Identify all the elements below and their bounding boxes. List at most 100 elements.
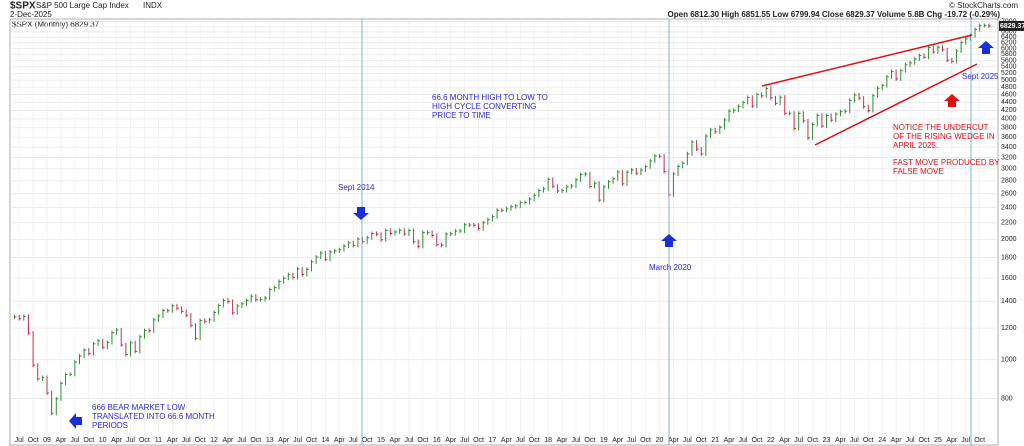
- x-tick-label: Jul: [293, 437, 302, 444]
- annotation: NOTICE THE UNDERCUT: [893, 123, 989, 132]
- y-tick-label: 1200: [1001, 325, 1017, 332]
- x-tick-label: 22: [767, 437, 775, 444]
- wedge-line: [814, 63, 978, 146]
- x-tick-label: Oct: [362, 437, 373, 444]
- annotation: FALSE MOVE: [893, 167, 944, 176]
- x-tick-label: Oct: [863, 437, 874, 444]
- x-tick-label: 19: [600, 437, 608, 444]
- wedge-line: [761, 34, 973, 87]
- x-tick-label: Apr: [946, 437, 958, 444]
- y-tick-label: 1600: [1001, 275, 1017, 282]
- y-tick-label: 3200: [1001, 154, 1017, 161]
- x-tick-label: Jul: [739, 437, 748, 444]
- x-tick-label: Apr: [891, 437, 903, 444]
- annotation: 66.6 MONTH HIGH TO LOW TO: [432, 93, 548, 102]
- last-price: 6829.37: [1000, 23, 1024, 30]
- x-tick-label: Jul: [794, 437, 803, 444]
- x-tick-label: 24: [878, 437, 886, 444]
- x-tick-label: Apr: [445, 437, 457, 444]
- y-tick-label: 4800: [1001, 84, 1017, 91]
- x-tick-label: Apr: [111, 437, 123, 444]
- y-tick-label: 2200: [1001, 220, 1017, 227]
- legend: $SPX (Monthly) 6829.37: [12, 20, 100, 29]
- copyright: © StockCharts.com: [949, 1, 1018, 10]
- x-tick-label: Jul: [70, 437, 79, 444]
- x-tick-label: 21: [711, 437, 719, 444]
- quote: Open 6812.30 High 6851.55 Low 6799.94 Cl…: [668, 10, 1001, 19]
- annotation: TRANSLATED INTO 66.6 MONTH: [92, 412, 215, 421]
- annotation: APRIL 2025.: [893, 141, 938, 150]
- x-tick-label: Oct: [974, 437, 985, 444]
- y-tick-label: 2400: [1001, 204, 1017, 211]
- y-tick-label: 1000: [1001, 357, 1017, 364]
- y-tick-label: 2000: [1001, 236, 1017, 243]
- x-tick-label: 20: [656, 437, 664, 444]
- x-tick-label: Jul: [15, 437, 24, 444]
- x-tick-label: Oct: [83, 437, 94, 444]
- y-tick-label: 4600: [1001, 91, 1017, 98]
- y-tick-label: 6600: [1001, 29, 1017, 36]
- symbol: $SPX: [10, 1, 36, 12]
- x-tick-label: Jul: [404, 437, 413, 444]
- y-tick-label: 5400: [1001, 64, 1017, 71]
- x-tick-label: Oct: [139, 437, 150, 444]
- annotation: 666 BEAR MARKET LOW: [92, 403, 186, 412]
- y-tick-label: 6200: [1001, 40, 1017, 47]
- x-tick-label: Oct: [919, 437, 930, 444]
- exchange: INDX: [143, 1, 163, 10]
- x-tick-label: Apr: [557, 437, 569, 444]
- y-tick-label: 6400: [1001, 34, 1017, 41]
- y-tick-label: 5000: [1001, 77, 1017, 84]
- x-tick-label: Apr: [167, 437, 179, 444]
- x-tick-label: 11: [155, 437, 162, 444]
- x-tick-label: Apr: [835, 437, 847, 444]
- x-tick-label: Apr: [278, 437, 290, 444]
- arrow-up: [661, 234, 677, 247]
- x-tick-label: Jul: [906, 437, 915, 444]
- x-tick-label: 13: [266, 437, 274, 444]
- y-tick-label: 1400: [1001, 298, 1017, 305]
- x-tick-label: Jul: [571, 437, 580, 444]
- arrow-left: [69, 413, 82, 429]
- arrow-up: [978, 41, 994, 54]
- x-tick-label: 18: [544, 437, 552, 444]
- x-tick-label: Apr: [223, 437, 235, 444]
- y-tick-label: 3400: [1001, 144, 1017, 151]
- x-tick-label: Oct: [640, 437, 651, 444]
- x-tick-label: Oct: [195, 437, 206, 444]
- x-tick-label: Apr: [501, 437, 513, 444]
- x-tick-label: Apr: [779, 437, 791, 444]
- y-tick-label: 2600: [1001, 191, 1017, 198]
- annotation: PRICE TO TIME: [432, 111, 491, 120]
- x-tick-label: Apr: [724, 437, 736, 444]
- x-tick-label: Oct: [696, 437, 707, 444]
- y-tick-label: 4000: [1001, 116, 1017, 123]
- y-tick-label: 3000: [1001, 166, 1017, 173]
- date: 2-Dec-2025: [10, 10, 52, 19]
- x-tick-label: 09: [43, 437, 51, 444]
- x-tick-label: Oct: [473, 437, 484, 444]
- x-tick-label: 15: [377, 437, 385, 444]
- y-tick-label: 3600: [1001, 134, 1017, 141]
- x-tick-label: Oct: [417, 437, 428, 444]
- x-tick-label: Oct: [807, 437, 818, 444]
- y-tick-label: 3800: [1001, 125, 1017, 132]
- x-tick-label: Oct: [529, 437, 540, 444]
- y-tick-label: 4400: [1001, 99, 1017, 106]
- annotation: PERIODS: [92, 421, 128, 430]
- y-tick-label: 4200: [1001, 107, 1017, 114]
- x-tick-label: Jul: [182, 437, 191, 444]
- x-tick-label: 10: [99, 437, 107, 444]
- annotation: HIGH CYCLE CONVERTING: [432, 102, 536, 111]
- x-tick-label: Jul: [683, 437, 692, 444]
- x-tick-label: Apr: [612, 437, 624, 444]
- x-tick-label: Oct: [751, 437, 762, 444]
- x-tick-label: Jul: [627, 437, 636, 444]
- index-name: S&P 500 Large Cap Index: [36, 1, 129, 10]
- x-tick-label: Apr: [334, 437, 346, 444]
- x-tick-label: Jul: [349, 437, 358, 444]
- x-tick-label: 25: [934, 437, 942, 444]
- annotation: FAST MOVE PRODUCED BY: [893, 158, 1000, 167]
- x-tick-label: 14: [322, 437, 330, 444]
- y-tick-label: 5200: [1001, 70, 1017, 77]
